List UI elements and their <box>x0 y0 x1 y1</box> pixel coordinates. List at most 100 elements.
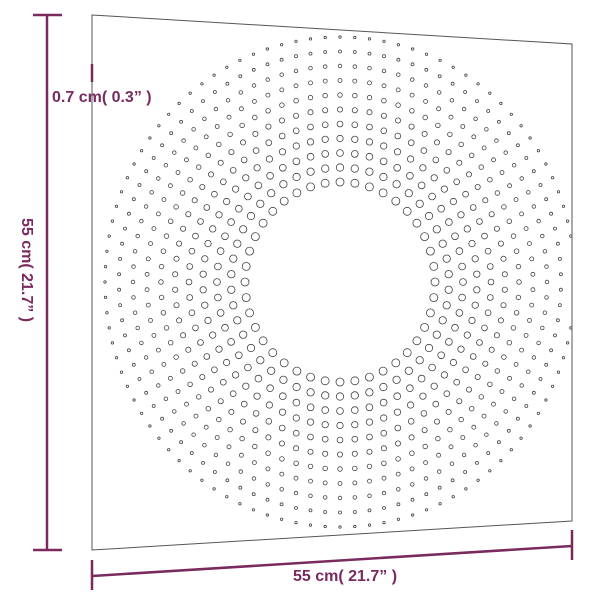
perforation <box>544 197 549 202</box>
perforation <box>186 294 194 301</box>
perforation <box>499 389 505 394</box>
perforation <box>197 339 204 346</box>
perforation <box>573 265 575 267</box>
perforation <box>450 478 455 483</box>
dimension-line <box>91 544 573 578</box>
perforation <box>382 505 386 510</box>
perforation <box>265 466 271 472</box>
perforation <box>352 64 357 69</box>
perforation <box>238 106 244 112</box>
perforation <box>151 156 156 160</box>
perforation <box>246 343 256 353</box>
perforation <box>266 384 274 393</box>
perforation <box>516 143 520 148</box>
perforation <box>308 51 313 56</box>
perforation <box>412 336 422 346</box>
perforation <box>163 325 170 331</box>
perforation <box>455 309 464 317</box>
perforation <box>463 470 468 474</box>
perforation <box>148 241 153 247</box>
perforation <box>491 157 496 163</box>
perforation <box>251 67 256 72</box>
perforation <box>379 172 388 182</box>
perforation <box>227 338 235 346</box>
perforation <box>381 68 387 74</box>
perforation <box>449 358 457 367</box>
perforation <box>531 390 536 395</box>
perforation <box>352 495 357 500</box>
perforation <box>293 97 299 104</box>
perforation <box>205 406 211 412</box>
perforation <box>394 440 401 447</box>
perforation <box>553 226 557 231</box>
perforation <box>366 463 373 470</box>
perforation <box>215 345 223 353</box>
perforation <box>393 408 402 416</box>
perforation <box>225 478 230 483</box>
perforation <box>463 331 471 339</box>
perforation <box>459 278 467 286</box>
perforation <box>424 343 434 353</box>
perforation <box>184 157 189 163</box>
perforation <box>145 302 151 308</box>
perforation <box>420 410 428 417</box>
perforation <box>110 219 115 223</box>
perforation <box>367 478 372 484</box>
perforation <box>513 248 520 254</box>
perforation <box>161 197 167 203</box>
perforation <box>258 336 268 346</box>
perforation <box>404 189 413 198</box>
perforation <box>180 225 187 232</box>
perforation <box>465 171 472 178</box>
perforation <box>293 445 300 452</box>
perforation <box>436 452 442 458</box>
perforation <box>393 392 402 401</box>
perforation <box>160 143 165 148</box>
perforation <box>338 510 342 515</box>
perforation <box>424 211 434 221</box>
perforation <box>203 424 209 430</box>
perforation <box>501 271 508 278</box>
perforation <box>172 150 177 155</box>
perforation <box>155 211 161 217</box>
perforation <box>176 317 183 324</box>
perforation <box>519 211 524 217</box>
perforation <box>158 263 165 270</box>
perforation <box>469 152 475 158</box>
perforation <box>528 424 532 428</box>
perforation <box>173 204 179 210</box>
perforation <box>379 157 388 166</box>
perforation <box>228 408 235 415</box>
perforation <box>443 390 451 398</box>
perforation <box>519 383 524 388</box>
perforation <box>191 127 196 132</box>
perforation <box>294 54 298 58</box>
perforation <box>352 92 358 99</box>
perforation <box>167 218 174 224</box>
perforation <box>423 460 429 466</box>
perforation <box>244 192 252 201</box>
perforation <box>393 148 402 156</box>
perforation <box>265 108 271 114</box>
perforation <box>422 443 428 450</box>
perforation <box>544 264 549 269</box>
perforation <box>404 366 413 375</box>
perforation <box>163 233 170 239</box>
perforation <box>167 183 173 189</box>
perforation <box>239 122 245 129</box>
perforation <box>430 382 438 390</box>
perforation <box>336 451 343 458</box>
perforation <box>149 369 154 374</box>
perforation <box>473 443 478 448</box>
perforation <box>457 211 465 219</box>
perforation <box>225 495 229 499</box>
perforation <box>468 240 476 248</box>
perforation <box>494 421 499 426</box>
perforation <box>238 502 242 506</box>
perforation <box>120 241 124 246</box>
perforation <box>336 134 344 143</box>
perforation <box>199 373 206 380</box>
perforation <box>524 156 529 160</box>
perforation <box>189 451 194 455</box>
perforation <box>509 112 513 116</box>
